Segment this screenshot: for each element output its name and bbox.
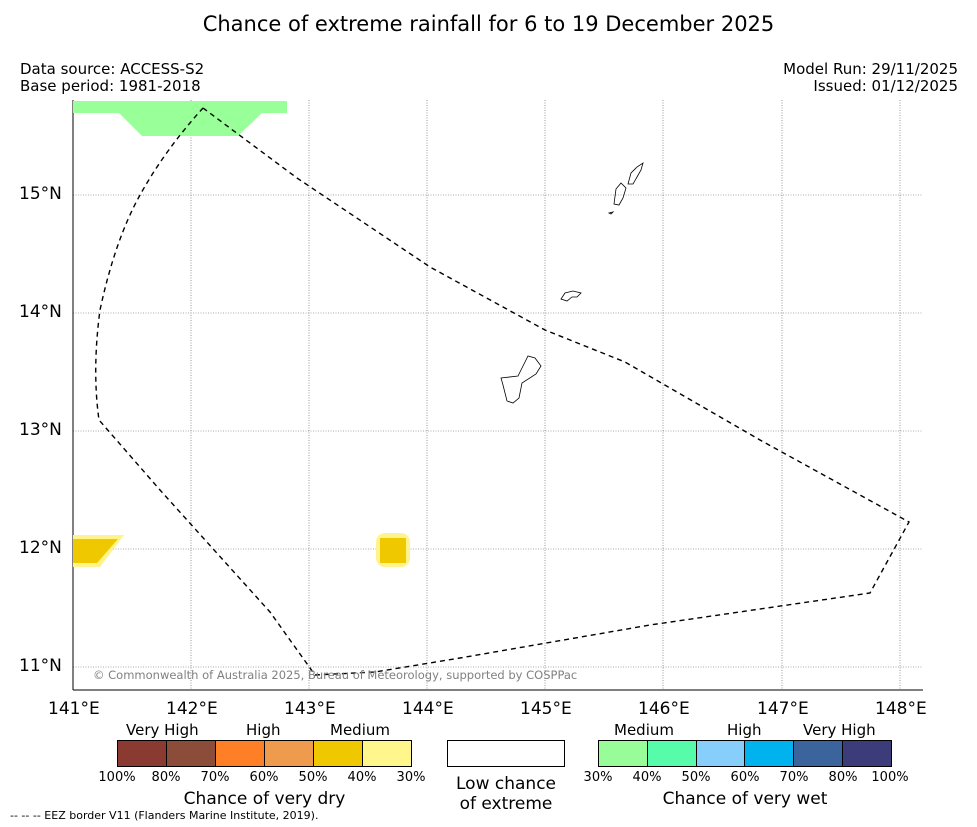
wet-swatch (696, 741, 746, 766)
wet-tick: 40% (632, 770, 662, 785)
dry-tick: 30% (396, 770, 426, 785)
dry-swatch (118, 741, 167, 766)
island-guam (500, 355, 542, 404)
model-run: Model Run: 29/11/2025 (783, 60, 958, 78)
low-chance-line1: Low chance (456, 774, 556, 794)
wet-swatch (745, 741, 795, 766)
low-chance-line2: of extreme (459, 794, 553, 814)
dry-header-very-high: Very High (126, 721, 199, 739)
wet-swatch (647, 741, 697, 766)
island-tinian (613, 182, 627, 206)
wet-swatch (843, 741, 891, 766)
wet-header-high: High (727, 721, 762, 739)
wet-tick: 80% (828, 770, 858, 785)
dry-swatch (167, 741, 216, 766)
wet-region-medium (73, 101, 287, 136)
wet-legend-title: Chance of very wet (662, 789, 828, 809)
data-source: Data source: ACCESS-S2 (20, 60, 205, 78)
island-aguijan (607, 211, 615, 215)
wet-tick: 30% (583, 770, 613, 785)
page-title: Chance of extreme rainfall for 6 to 19 D… (202, 12, 775, 36)
dry-legend-title: Chance of very dry (183, 789, 346, 809)
dry-tick: 100% (98, 770, 136, 785)
lat-label: 11°N (19, 656, 62, 676)
footnote: -- -- -- EEZ border V11 (Flanders Marine… (10, 809, 319, 822)
dry-swatch (363, 741, 411, 766)
lat-label: 14°N (19, 302, 62, 322)
dry-tick: 40% (347, 770, 377, 785)
wet-colorbar (598, 740, 892, 767)
lon-label: 144°E (402, 699, 454, 719)
islands (500, 162, 644, 404)
wet-tick: 70% (779, 770, 809, 785)
dry-swatch (314, 741, 363, 766)
gridlines (73, 100, 923, 690)
wet-header-very-high: Very High (803, 721, 876, 739)
lon-label: 143°E (284, 699, 336, 719)
wet-tick: 50% (681, 770, 711, 785)
dry-region-west (73, 535, 124, 567)
dry-tick: 50% (298, 770, 328, 785)
wet-tick: 60% (730, 770, 760, 785)
wet-header-medium: Medium (614, 721, 674, 739)
lat-label: 13°N (19, 420, 62, 440)
wet-tick: 100% (871, 770, 909, 785)
lon-label: 145°E (520, 699, 572, 719)
low-chance-swatch (447, 740, 565, 767)
dry-region-central (376, 533, 410, 567)
lat-label: 12°N (19, 538, 62, 558)
dry-swatch (265, 741, 314, 766)
island-saipan (627, 162, 644, 185)
lon-label: 148°E (875, 699, 927, 719)
metadata-left: Data source: ACCESS-S2 Base period: 1981… (20, 61, 204, 95)
wet-swatch (599, 741, 648, 766)
wet-swatch (794, 741, 844, 766)
dry-tick: 60% (249, 770, 279, 785)
dry-colorbar (117, 740, 412, 767)
eez-border (95, 107, 910, 676)
lon-label: 147°E (757, 699, 809, 719)
dry-tick: 80% (151, 770, 181, 785)
issued-date: Issued: 01/12/2025 (813, 77, 958, 95)
dry-tick: 70% (200, 770, 230, 785)
copyright-notice: © Commonwealth of Australia 2025, Bureau… (93, 668, 577, 682)
dry-header-high: High (246, 721, 281, 739)
lon-label: 146°E (638, 699, 690, 719)
base-period: Base period: 1981-2018 (20, 77, 201, 95)
dry-swatch (216, 741, 265, 766)
dry-header-medium: Medium (330, 721, 390, 739)
island-rota (560, 290, 582, 302)
lat-label: 15°N (19, 184, 62, 204)
lon-label: 142°E (166, 699, 218, 719)
lon-label: 141°E (48, 699, 100, 719)
metadata-right: Model Run: 29/11/2025 Issued: 01/12/2025 (783, 61, 958, 95)
